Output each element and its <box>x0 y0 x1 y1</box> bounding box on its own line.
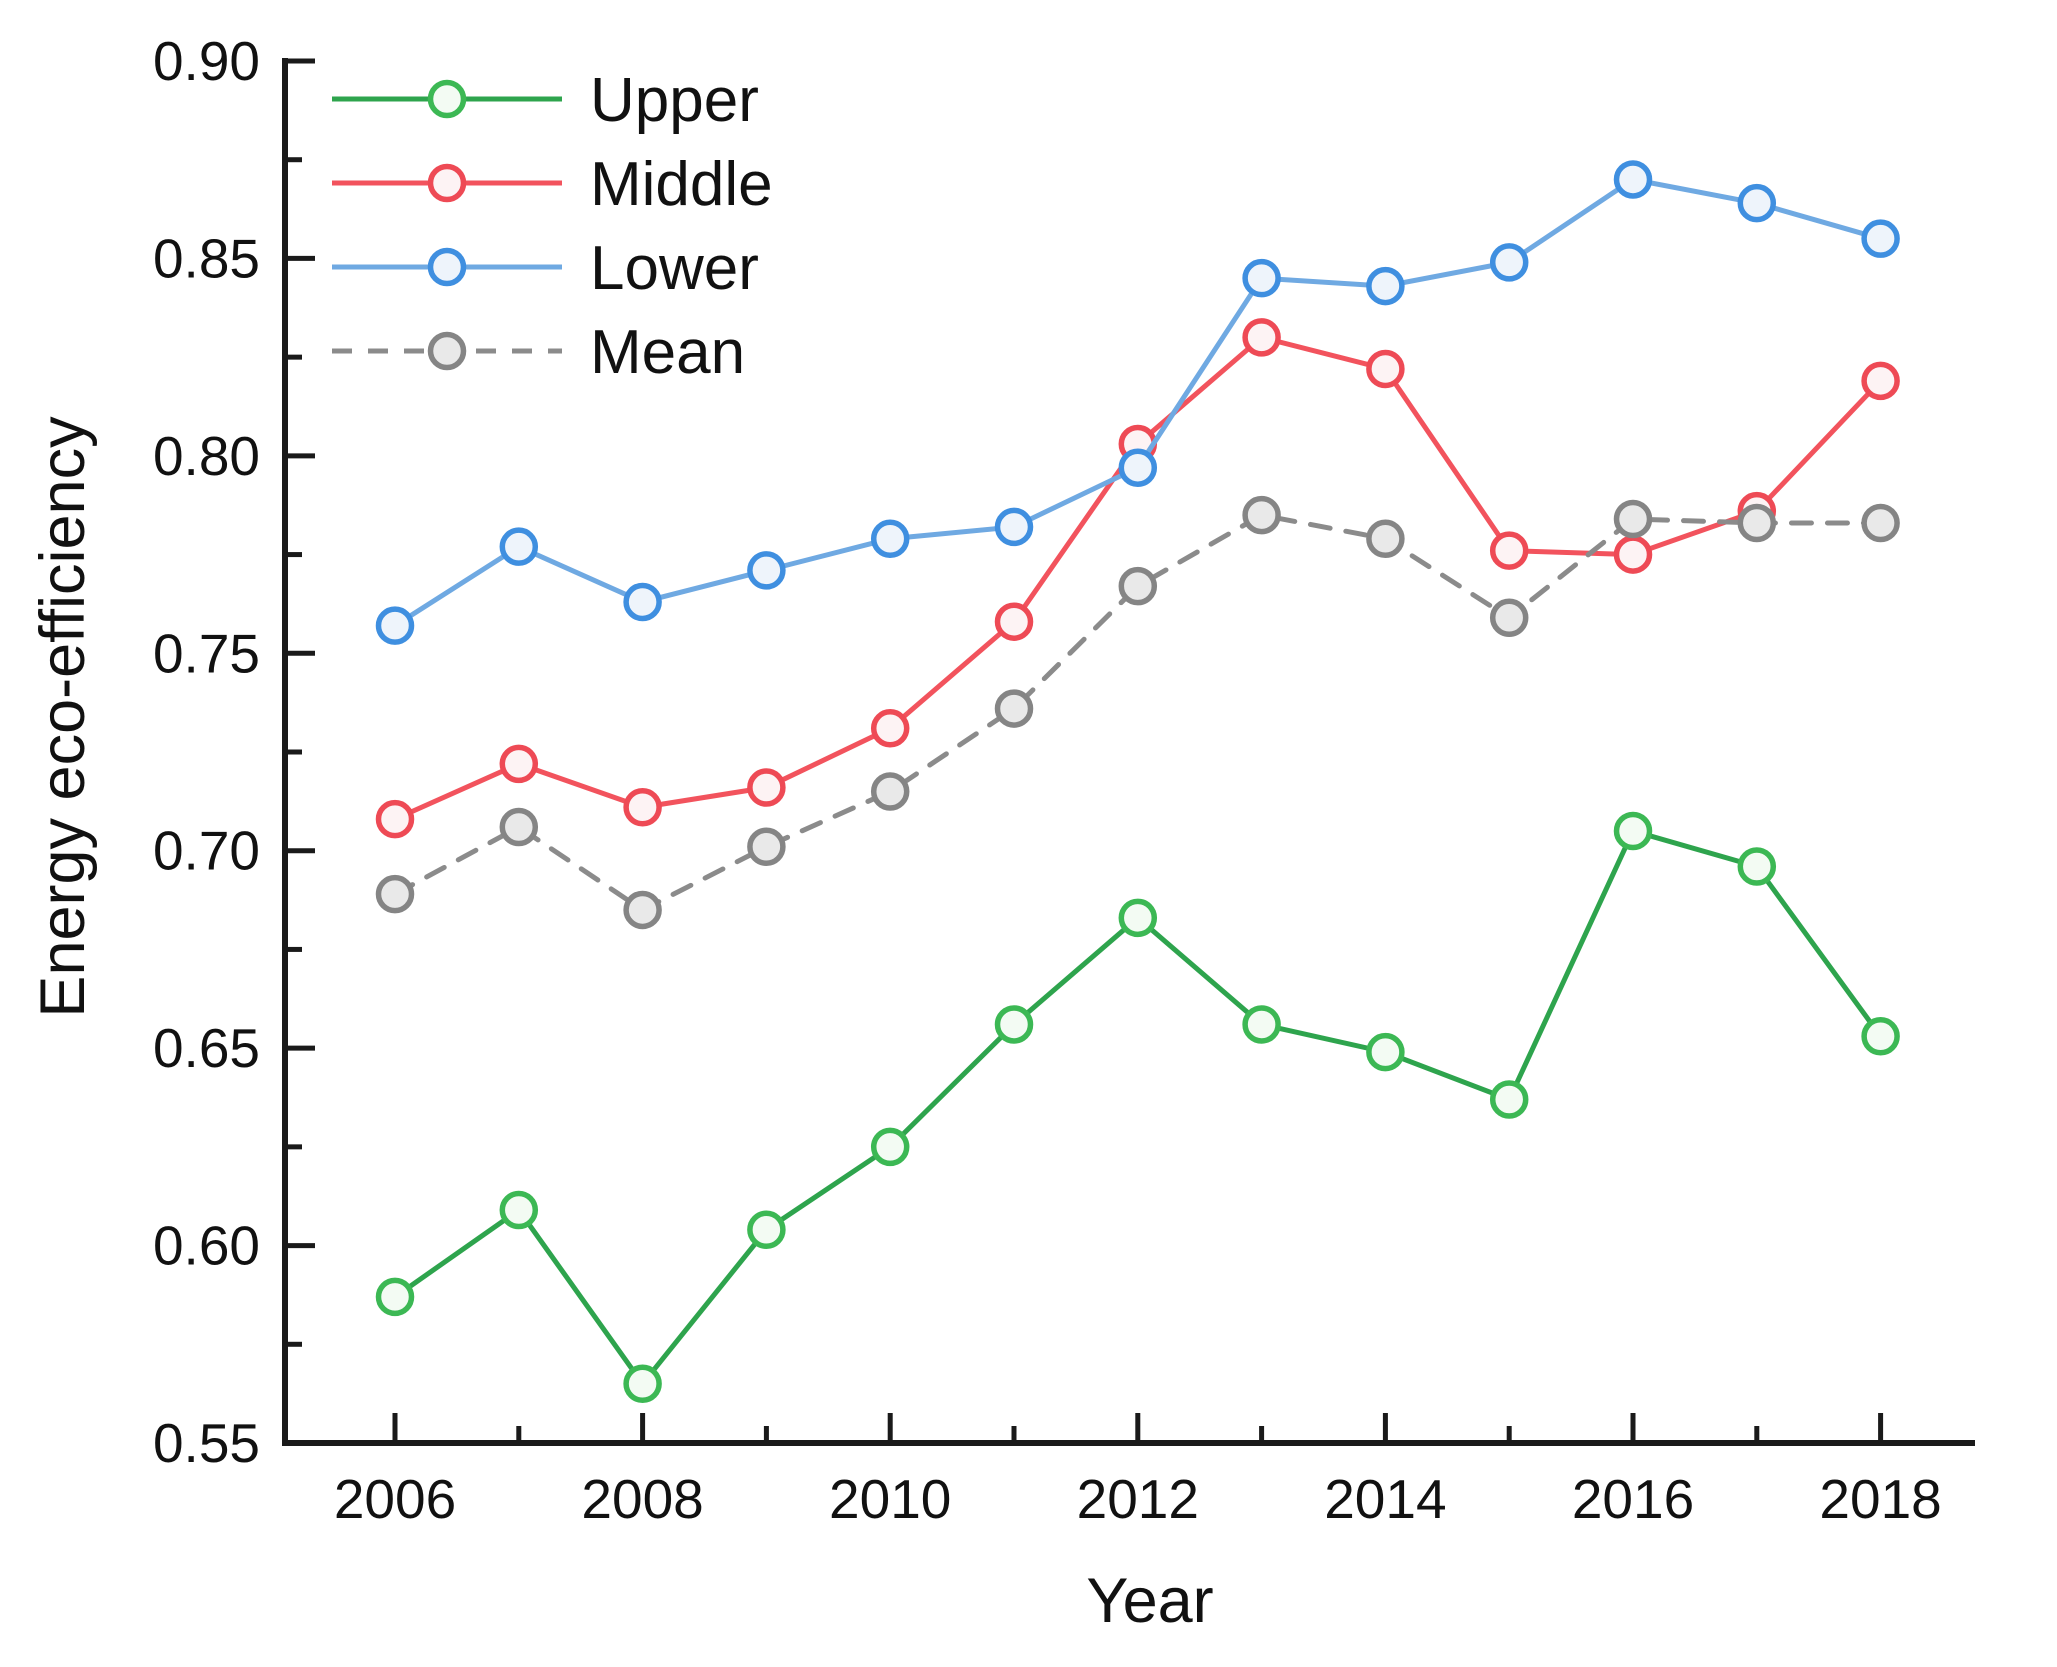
series-lower-marker <box>1366 266 1405 306</box>
series-mean-marker <box>1737 503 1777 543</box>
series-mean-marker <box>994 689 1034 728</box>
series-mean-marker <box>375 874 415 914</box>
legend-label: Lower <box>590 234 759 303</box>
legend-layer: Upper Middle Lower Mean <box>332 66 773 387</box>
y-tick-label: 0.90 <box>153 30 260 92</box>
axes-layer: 0.90 0.85 0.80 0.75 0.70 0.65 0.60 0.55 2006 2008… <box>153 30 1975 1530</box>
y-tick-label: 0.55 <box>153 1412 260 1474</box>
legend-marker <box>427 79 467 119</box>
series-middle-marker <box>623 788 662 827</box>
y-tick-label: 0.70 <box>153 820 260 882</box>
series-lower-marker <box>1489 243 1529 282</box>
y-tick-label: 0.80 <box>153 425 260 487</box>
series-upper-marker <box>1737 847 1777 886</box>
x-tick-label: 2014 <box>1324 1468 1446 1530</box>
series-mean-marker <box>1242 495 1281 535</box>
series-lower-marker <box>499 527 539 566</box>
legend-item-upper: Upper <box>332 66 759 135</box>
series-upper-marker <box>1366 1032 1405 1072</box>
series-upper-marker <box>1118 898 1158 938</box>
series-middle-marker <box>1242 318 1281 357</box>
series-lower-marker <box>1737 183 1777 223</box>
x-tick-label: 2016 <box>1572 1468 1694 1530</box>
series-middle-marker <box>375 799 415 839</box>
series-middle-marker <box>1489 531 1529 570</box>
series-middle-marker <box>1613 535 1653 574</box>
series-upper-marker <box>994 1005 1034 1044</box>
axis-spines <box>282 58 1975 1446</box>
series-lower-marker <box>623 582 662 622</box>
series-lower-marker <box>747 551 786 590</box>
y-axis-title: Energy eco-efficiency <box>28 416 98 1018</box>
series-mean-marker <box>1861 503 1900 543</box>
series-upper-marker <box>1489 1080 1529 1119</box>
series-upper-marker <box>1242 1005 1281 1044</box>
series-upper-marker <box>499 1190 539 1230</box>
legend-label: Upper <box>590 66 759 135</box>
x-tick-label: 2012 <box>1077 1468 1199 1530</box>
series-lower-marker <box>1242 258 1281 298</box>
series-lower-marker <box>870 519 910 559</box>
legend-item-lower: Lower <box>332 234 759 303</box>
legend-item-mean: Mean <box>332 318 745 387</box>
series-mean-marker <box>870 772 910 811</box>
x-tick-label: 2018 <box>1819 1468 1941 1530</box>
legend-marker <box>427 331 467 371</box>
series-lower-marker <box>1118 448 1158 487</box>
series-mean-marker <box>1118 566 1158 606</box>
y-tick-label: 0.75 <box>153 622 260 684</box>
x-tick-label: 2008 <box>581 1468 703 1530</box>
y-tick-label: 0.85 <box>153 227 260 289</box>
series-middle-marker <box>1366 349 1405 389</box>
series-mean-marker <box>1613 499 1653 539</box>
series-mean-marker <box>1366 519 1405 559</box>
series-middle-marker <box>994 602 1034 641</box>
series-middle-marker <box>747 768 786 807</box>
series-mean-marker <box>499 807 539 847</box>
series-layer <box>375 160 1900 1404</box>
legend-label: Mean <box>590 318 745 387</box>
series-mean-marker <box>623 890 662 930</box>
y-tick-label: 0.65 <box>153 1017 260 1079</box>
series-mean-marker <box>1489 598 1529 637</box>
series-middle-marker <box>870 709 910 748</box>
series-upper-marker <box>1861 1017 1900 1056</box>
legend-item-middle: Middle <box>332 150 773 219</box>
x-tick-label: 2006 <box>334 1468 456 1530</box>
series-mean-marker <box>747 827 786 867</box>
series-middle-marker <box>499 744 539 784</box>
series-lower-marker <box>994 507 1034 547</box>
series-lower-marker <box>1613 160 1653 199</box>
series-lower-marker <box>1861 219 1900 258</box>
y-tick-label: 0.60 <box>153 1215 260 1277</box>
series-upper-marker <box>870 1127 910 1167</box>
series-middle-marker <box>1861 361 1900 401</box>
x-axis-title: Year <box>1086 1566 1213 1636</box>
series-upper-marker <box>747 1210 786 1250</box>
series-upper-marker <box>623 1364 662 1404</box>
series-upper-marker <box>1613 811 1653 851</box>
legend-marker <box>427 247 467 287</box>
series-upper-marker <box>375 1277 415 1317</box>
x-tick-label: 2010 <box>829 1468 951 1530</box>
legend-marker <box>427 163 467 203</box>
legend-label: Middle <box>590 150 773 219</box>
series-lower-marker <box>375 606 415 645</box>
